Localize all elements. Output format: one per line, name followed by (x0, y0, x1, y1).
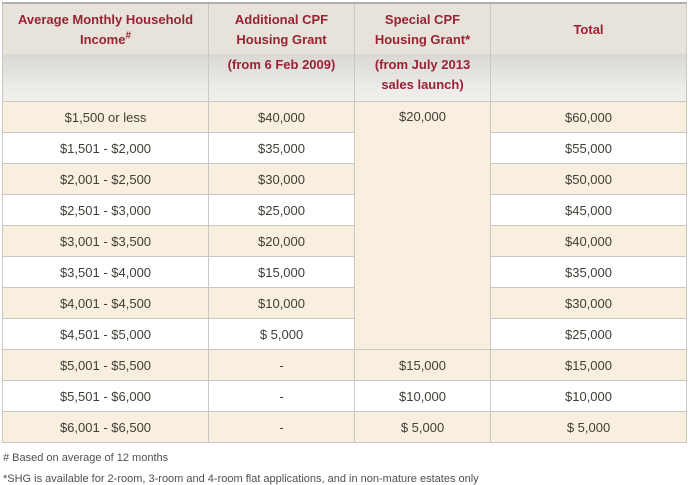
column-subheader-shg: (from July 2013 sales launch) (354, 54, 491, 102)
ahg-cell: $30,000 (208, 163, 355, 195)
total-cell: $15,000 (490, 349, 687, 381)
total-cell: $10,000 (490, 380, 687, 412)
income-cell: $2,001 - $2,500 (2, 163, 209, 195)
column-header-shg-label: Special CPF Housing Grant* (374, 12, 471, 47)
shg-cell: $15,000 (354, 349, 491, 381)
income-footnote-marker: # (125, 30, 132, 42)
ahg-cell: - (208, 411, 355, 443)
table-row: $4,501 - $5,000 $ 5,000 $25,000 (2, 318, 687, 350)
income-cell: $4,501 - $5,000 (2, 318, 209, 350)
total-cell: $45,000 (490, 194, 687, 226)
ahg-cell: $10,000 (208, 287, 355, 319)
footnote-income: # Based on average of 12 months (3, 452, 169, 464)
ahg-cell: $20,000 (208, 225, 355, 257)
footnote-shg: *SHG is available for 2-room, 3-room and… (3, 473, 479, 485)
table-row: $3,001 - $3,500 $20,000 $40,000 (2, 225, 687, 257)
total-cell: $ 5,000 (490, 411, 687, 443)
shg-merged-cell: $20,000 (354, 101, 491, 350)
income-cell: $2,501 - $3,000 (2, 194, 209, 226)
column-subheader-income (2, 54, 209, 102)
column-header-shg: Special CPF Housing Grant* (354, 2, 491, 54)
table-row: $5,501 - $6,000 - $10,000 $10,000 (2, 380, 687, 412)
shg-cell: $10,000 (354, 380, 491, 412)
table-row: $6,001 - $6,500 - $ 5,000 $ 5,000 (2, 411, 687, 443)
grant-table: Average Monthly Household Income# Additi… (2, 2, 687, 443)
table-row: $5,001 - $5,500 - $15,000 $15,000 (2, 349, 687, 381)
total-cell: $35,000 (490, 256, 687, 288)
column-header-income-label: Average Monthly Household Income (17, 12, 194, 47)
income-cell: $3,001 - $3,500 (2, 225, 209, 257)
total-cell: $60,000 (490, 101, 687, 133)
income-cell: $1,501 - $2,000 (2, 132, 209, 164)
table-row: $3,501 - $4,000 $15,000 $35,000 (2, 256, 687, 288)
ahg-cell: - (208, 380, 355, 412)
total-cell: $50,000 (490, 163, 687, 195)
ahg-cell: $15,000 (208, 256, 355, 288)
footnotes: # Based on average of 12 months *SHG is … (2, 443, 686, 485)
table-row: $2,501 - $3,000 $25,000 $45,000 (2, 194, 687, 226)
column-subheader-total (490, 54, 687, 102)
header-row-subtitle: (from 6 Feb 2009) (from July 2013 sales … (2, 54, 687, 102)
column-header-ahg-label: Additional CPF Housing Grant (234, 12, 329, 47)
column-subheader-ahg: (from 6 Feb 2009) (208, 54, 355, 102)
table-row: $2,001 - $2,500 $30,000 $50,000 (2, 163, 687, 195)
total-cell: $25,000 (490, 318, 687, 350)
total-cell: $55,000 (490, 132, 687, 164)
shg-cell: $ 5,000 (354, 411, 491, 443)
income-cell: $5,501 - $6,000 (2, 380, 209, 412)
table-row: $1,500 or less $40,000 $20,000 $60,000 (2, 101, 687, 350)
income-cell: $6,001 - $6,500 (2, 411, 209, 443)
column-header-income: Average Monthly Household Income# (2, 2, 209, 54)
column-header-ahg: Additional CPF Housing Grant (208, 2, 355, 54)
income-cell: $1,500 or less (2, 101, 209, 133)
column-header-total-label: Total (573, 22, 604, 37)
ahg-cell: $40,000 (208, 101, 355, 133)
total-cell: $40,000 (490, 225, 687, 257)
total-cell: $30,000 (490, 287, 687, 319)
table-row: $4,001 - $4,500 $10,000 $30,000 (2, 287, 687, 319)
ahg-cell: $ 5,000 (208, 318, 355, 350)
table-row: $1,501 - $2,000 $35,000 $55,000 (2, 132, 687, 164)
ahg-cell: $25,000 (208, 194, 355, 226)
ahg-cell: $35,000 (208, 132, 355, 164)
income-cell: $3,501 - $4,000 (2, 256, 209, 288)
header-row-title: Average Monthly Household Income# Additi… (2, 2, 687, 54)
column-header-total: Total (490, 2, 687, 54)
income-cell: $4,001 - $4,500 (2, 287, 209, 319)
ahg-cell: - (208, 349, 355, 381)
income-cell: $5,001 - $5,500 (2, 349, 209, 381)
